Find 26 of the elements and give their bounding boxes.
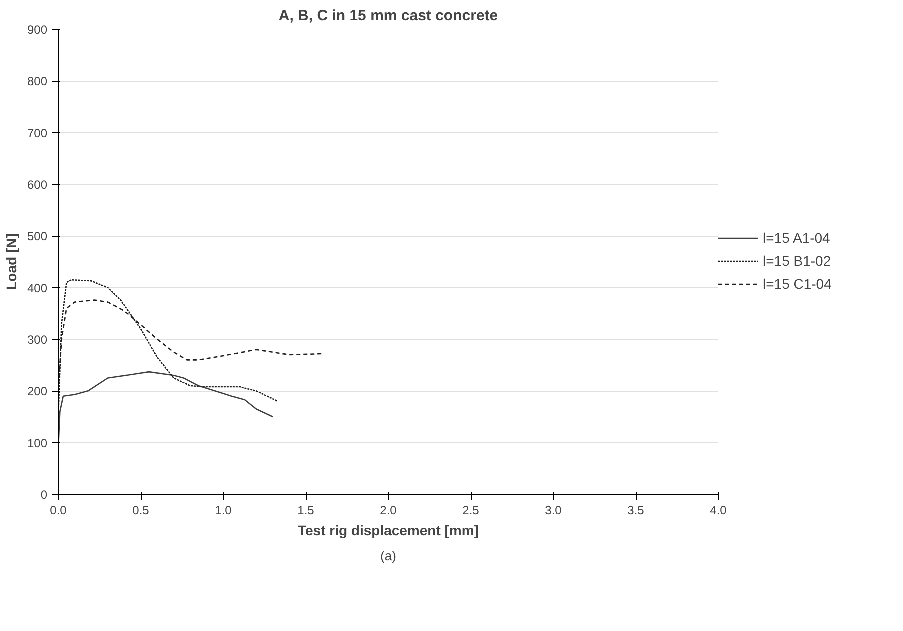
y-tick-label: 900	[27, 23, 48, 37]
y-tick-label: 400	[27, 281, 48, 296]
x-tick-label: 3.5	[628, 504, 645, 518]
x-tick-label: 4.0	[710, 504, 728, 518]
x-tick-label: 1.5	[298, 504, 315, 518]
y-tick-label: 100	[27, 436, 48, 450]
y-tick-label: 800	[27, 74, 48, 89]
legend-label: l=15 B1-02	[763, 253, 832, 269]
y-tick-label: 300	[27, 333, 48, 347]
y-axis-title: Load [N]	[3, 234, 20, 290]
text: (a)	[380, 548, 396, 564]
y-tick-label: 0	[40, 488, 48, 502]
chart-title: A, B, C in 15 mm cast concrete	[278, 8, 498, 24]
x-tick-label: 0.0	[50, 504, 68, 518]
y-tick-label: 500	[27, 230, 48, 244]
legend-label: l=15 A1-04	[763, 230, 830, 246]
y-tick-label: 600	[27, 178, 48, 192]
x-tick-label: 3.0	[545, 504, 562, 518]
x-tick-label: 2.5	[462, 504, 480, 518]
y-tick-label: 200	[27, 384, 48, 399]
x-axis-title: Test rig displacement [mm]	[298, 522, 480, 538]
y-tick-label: 700	[27, 126, 48, 140]
x-tick-label: 1.0	[215, 504, 232, 518]
legend-label: l=15 C1-04	[763, 276, 832, 292]
x-tick-label: 0.5	[132, 504, 150, 518]
x-tick-label: 2.0	[380, 504, 398, 518]
